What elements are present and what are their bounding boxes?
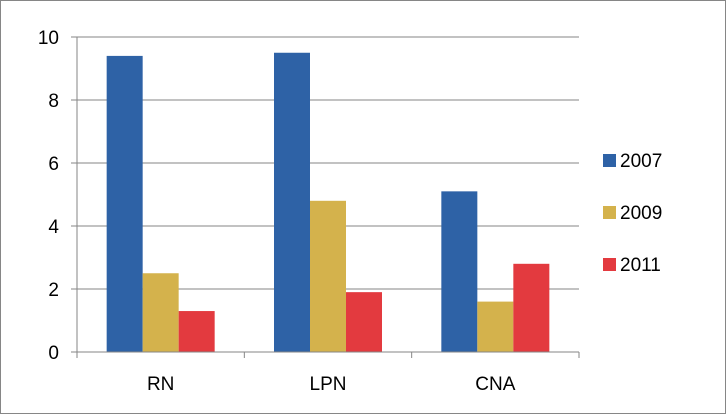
gridlines	[77, 36, 579, 290]
x-axis	[76, 37, 580, 358]
bar-2011-RN	[178, 311, 215, 352]
bar-2011-CNA	[513, 263, 550, 352]
legend: 2007 2009 2011	[603, 151, 662, 276]
legend-label: 2011	[620, 255, 661, 276]
bar-2009-LPN	[310, 200, 346, 352]
y-tick-label: 0	[48, 343, 59, 364]
legend-swatch-2007	[603, 154, 616, 167]
bar-2009-RN	[142, 273, 179, 352]
legend-swatch-2011	[603, 258, 616, 271]
bar-2009-CNA	[477, 301, 514, 352]
bar-2007-RN	[106, 55, 143, 353]
x-axis-labels: RN LPN CNA	[147, 374, 516, 395]
y-tick-label: 6	[48, 154, 59, 175]
bar-2007-LPN	[274, 52, 310, 352]
y-tick-label: 4	[48, 217, 59, 238]
x-tick-label: RN	[147, 374, 174, 395]
legend-label: 2007	[620, 151, 662, 172]
y-axis-ticks: 0 2 4 6 8 10	[38, 28, 77, 364]
y-tick-label: 2	[48, 280, 59, 301]
legend-label: 2009	[620, 203, 662, 224]
y-tick-label: 10	[38, 28, 59, 49]
bar-2007-CNA	[441, 191, 478, 352]
bar-2011-LPN	[346, 292, 382, 352]
y-tick-label: 8	[48, 91, 59, 112]
legend-swatch-2009	[603, 206, 616, 219]
x-tick-label: LPN	[310, 374, 347, 395]
x-tick-label: CNA	[475, 374, 515, 395]
bars	[106, 52, 550, 353]
